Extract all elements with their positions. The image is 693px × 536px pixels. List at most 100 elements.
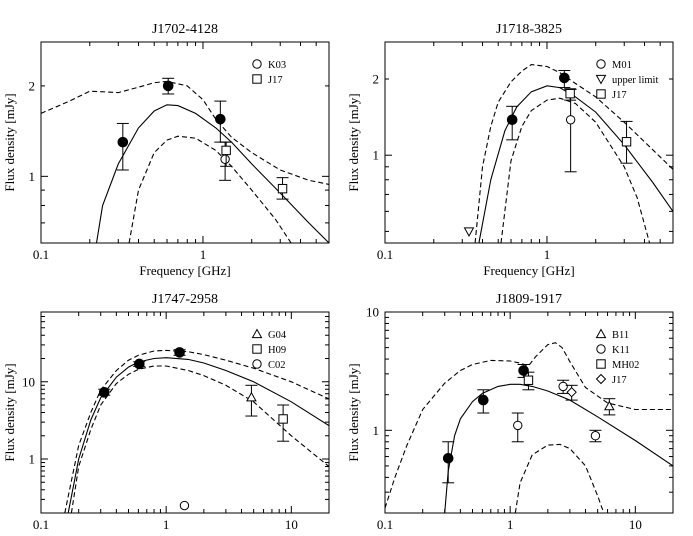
model-curves xyxy=(41,80,329,243)
data-point xyxy=(221,145,231,156)
model-bound-curve xyxy=(514,443,605,513)
error-bar xyxy=(564,88,577,173)
legend: G04 H09 C02 xyxy=(251,328,287,371)
model-fit-curve xyxy=(478,85,673,243)
legend-label: J17 xyxy=(612,375,627,386)
legend-label: J17 xyxy=(612,90,627,101)
y-tick-label: 1 xyxy=(373,148,380,163)
legend-label: M01 xyxy=(612,60,632,71)
chart-title: J1718-3825 xyxy=(496,22,562,37)
legend-label: C02 xyxy=(268,360,286,371)
plot-frame xyxy=(40,41,330,244)
plot-frame xyxy=(384,311,674,514)
axis-ticks xyxy=(40,311,330,514)
panel-j1809-1917: J1809-1917 Frequency [GHz] Flux density [m… xyxy=(346,292,674,536)
model-bound-curve xyxy=(128,135,292,243)
data-point xyxy=(590,431,601,441)
model-bound-curve xyxy=(41,80,329,185)
legend-label: upper limit xyxy=(612,75,658,86)
data-point xyxy=(277,183,288,194)
legend-label: MH02 xyxy=(612,360,639,371)
legend-marker xyxy=(595,328,607,339)
data-point xyxy=(603,400,615,411)
legend-marker xyxy=(596,344,606,354)
data-point xyxy=(621,137,632,147)
data-point xyxy=(566,386,577,398)
plot-frame xyxy=(384,41,674,244)
data-point xyxy=(518,365,529,376)
y-axis-label: Flux density [mJy] xyxy=(346,363,361,461)
data-points xyxy=(116,77,289,200)
x-tick-label: 0.1 xyxy=(33,517,49,532)
data-point xyxy=(246,391,257,402)
data-points xyxy=(463,70,633,237)
model-bound-curve xyxy=(64,349,329,513)
data-point xyxy=(506,114,518,126)
model-fit-curve xyxy=(444,383,673,513)
data-point xyxy=(513,420,523,431)
legend-marker xyxy=(595,74,607,85)
y-tick-label: 10 xyxy=(22,374,35,389)
data-point xyxy=(558,381,568,392)
model-fit-curve xyxy=(67,357,329,513)
x-axis-label: Frequency [GHz] xyxy=(139,263,230,278)
x-axis-label: Frequency [GHz] xyxy=(139,533,230,536)
legend: M01 upper limit J17 xyxy=(595,59,658,101)
chart-title: J1747-2958 xyxy=(152,292,218,307)
axis-ticks xyxy=(40,42,330,244)
x-tick-label: 1 xyxy=(163,517,170,532)
data-point xyxy=(179,500,190,511)
axis-ticks xyxy=(384,311,674,514)
x-tick-label: 1 xyxy=(200,247,207,262)
data-point xyxy=(442,452,454,464)
x-tick-label: 0.1 xyxy=(377,517,393,532)
data-point xyxy=(278,414,288,424)
model-bound-curve xyxy=(500,97,651,243)
x-tick-label: 1 xyxy=(507,517,514,532)
panel-j1702-4128: J1702-4128 Frequency [GHz] Flux density [m… xyxy=(2,22,330,278)
x-tick-label: 10 xyxy=(629,517,642,532)
y-tick-label: 2 xyxy=(373,71,380,86)
x-tick-label: 1 xyxy=(544,247,551,262)
data-point xyxy=(174,347,185,358)
data-points xyxy=(442,363,616,484)
plot-frame xyxy=(40,311,330,514)
y-tick-label: 1 xyxy=(29,452,36,467)
x-axis-label: Frequency [GHz] xyxy=(483,263,574,278)
panel-j1747-2958: J1747-2958 Frequency [GHz] Flux density [m… xyxy=(2,292,330,536)
legend-label: K11 xyxy=(612,345,630,356)
data-point xyxy=(523,375,534,385)
data-point xyxy=(559,72,570,84)
y-tick-label: 1 xyxy=(29,169,36,184)
data-point xyxy=(133,358,145,370)
data-point xyxy=(117,136,129,148)
y-tick-label: 1 xyxy=(373,423,380,438)
legend-marker xyxy=(252,59,262,69)
legend-marker xyxy=(252,344,262,354)
legend-marker xyxy=(596,89,606,99)
y-axis-label: Flux density [mJy] xyxy=(346,93,361,191)
y-axis-label: Flux density [mJy] xyxy=(2,363,17,461)
model-curves xyxy=(474,64,673,243)
y-axis-label: Flux density [mJy] xyxy=(2,93,17,191)
legend-label: J17 xyxy=(268,75,283,86)
legend-marker xyxy=(252,74,262,84)
chart-title: J1809-1917 xyxy=(496,292,562,307)
model-curves xyxy=(64,349,329,513)
legend-marker xyxy=(596,59,606,69)
legend-label: B11 xyxy=(612,330,629,341)
data-point xyxy=(98,387,110,398)
model-bound-curve xyxy=(70,365,329,513)
legend-marker xyxy=(251,328,263,339)
x-tick-label: 0.1 xyxy=(377,247,393,262)
x-axis-label: Frequency [GHz] xyxy=(483,533,574,536)
legend-label: H09 xyxy=(268,345,286,356)
data-point xyxy=(477,394,489,406)
data-point xyxy=(565,88,575,99)
chart-title: J1702-4128 xyxy=(152,22,218,37)
data-point xyxy=(463,227,475,237)
data-point xyxy=(162,80,174,92)
y-tick-label: 10 xyxy=(366,305,379,320)
legend-marker xyxy=(252,359,262,369)
